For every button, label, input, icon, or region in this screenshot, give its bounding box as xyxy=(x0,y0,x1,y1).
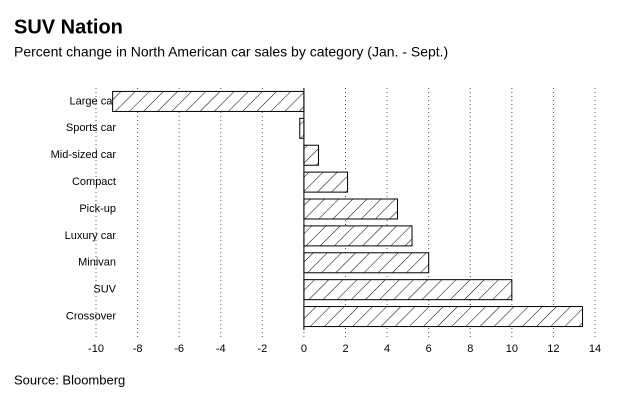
bar xyxy=(303,171,349,193)
x-tick-label: -10 xyxy=(88,343,104,355)
y-tick-label: Crossover xyxy=(66,310,116,322)
chart-title: SUV Nation xyxy=(14,16,123,38)
x-tick-label: -2 xyxy=(257,343,267,355)
x-tick-label: -8 xyxy=(133,343,143,355)
x-tick-label: 4 xyxy=(384,343,390,355)
x-tick-label: 2 xyxy=(342,343,348,355)
y-tick-label: Luxury car xyxy=(65,230,117,242)
x-tick-label: -4 xyxy=(216,343,226,355)
chart-subtitle: Percent change in North American car sal… xyxy=(14,44,448,60)
source: Source: Bloomberg xyxy=(14,372,125,387)
bar xyxy=(299,117,305,139)
y-tick-label: Sports car xyxy=(66,122,116,134)
y-tick-label: Minivan xyxy=(78,257,116,269)
x-tick-label: 12 xyxy=(547,343,559,355)
bar xyxy=(303,225,413,247)
x-tick-label: 10 xyxy=(506,343,518,355)
y-tick-label: Compact xyxy=(72,176,116,188)
y-tick-label: Large car xyxy=(70,95,117,107)
bar xyxy=(303,306,584,328)
y-tick-label: Mid-sized car xyxy=(51,149,117,161)
bar xyxy=(303,198,398,220)
bar xyxy=(303,279,513,301)
bar xyxy=(112,90,305,112)
x-tick-label: -6 xyxy=(174,343,184,355)
x-tick-label: 6 xyxy=(426,343,432,355)
bar xyxy=(303,252,430,274)
x-tick-label: 8 xyxy=(467,343,473,355)
bar xyxy=(303,144,319,166)
x-tick-label: 14 xyxy=(589,343,601,355)
y-tick-label: Pick-up xyxy=(79,203,116,215)
x-tick-label: 0 xyxy=(301,343,307,355)
y-tick-label: SUV xyxy=(93,284,116,296)
